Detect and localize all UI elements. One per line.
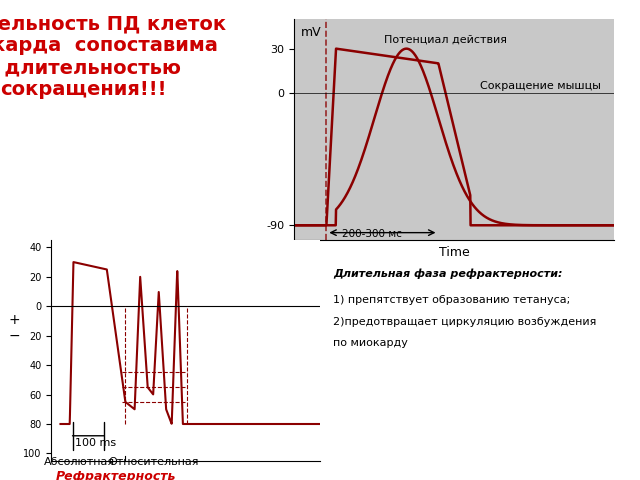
Text: Длительность ПД клеток
миокарда  сопоставима
с длительностью
сокращения!!!: Длительность ПД клеток миокарда сопостав… bbox=[0, 14, 226, 99]
Text: 200-300 мс: 200-300 мс bbox=[342, 229, 403, 239]
X-axis label: Time: Time bbox=[439, 246, 470, 259]
Text: Рефрактерность: Рефрактерность bbox=[56, 470, 176, 480]
Text: +: + bbox=[8, 313, 20, 327]
Text: 2)предотвращает циркуляцию возбуждения: 2)предотвращает циркуляцию возбуждения bbox=[333, 317, 596, 327]
Text: Абсолютная: Абсолютная bbox=[44, 457, 115, 467]
Text: по миокарду: по миокарду bbox=[333, 338, 408, 348]
Text: 1) препятствует образованию тетануса;: 1) препятствует образованию тетануса; bbox=[333, 295, 570, 305]
Text: Потенциал действия: Потенциал действия bbox=[384, 35, 507, 45]
Text: Относительная: Относительная bbox=[108, 457, 198, 467]
Text: −: − bbox=[8, 328, 20, 342]
Text: Сокращение мышцы: Сокращение мышцы bbox=[480, 81, 601, 91]
Text: 100 ms: 100 ms bbox=[76, 438, 116, 448]
Text: mV: mV bbox=[301, 26, 321, 39]
Text: Длительная фаза рефрактерности:: Длительная фаза рефрактерности: bbox=[333, 269, 563, 279]
